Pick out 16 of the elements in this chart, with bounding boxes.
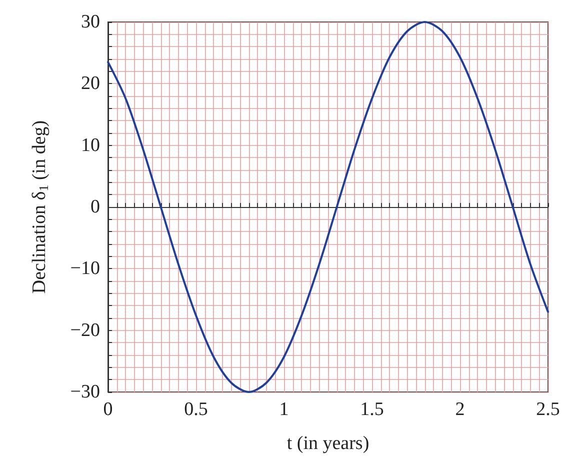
y-tick-label: 20 (81, 73, 100, 94)
y-tick-label: 30 (81, 12, 100, 32)
x-axis-title: t (in years) (286, 433, 370, 454)
y-tick-label: 0 (90, 196, 100, 218)
y-tick-label: −10 (70, 258, 100, 280)
x-tick-label: 2.5 (536, 399, 560, 420)
y-axis-title: Declination δ1 (in deg) (29, 120, 51, 294)
y-tick-label: −30 (70, 382, 100, 402)
x-tick-label: 1.5 (360, 399, 384, 420)
line-series (107, 21, 549, 393)
x-tick-label: 1 (279, 399, 289, 420)
x-tick-label: 0 (103, 399, 113, 420)
y-tick-label: 10 (81, 134, 100, 156)
y-tick-label: −20 (70, 320, 100, 341)
x-tick-label: 0.5 (184, 399, 208, 420)
x-tick-label: 2 (455, 399, 465, 420)
